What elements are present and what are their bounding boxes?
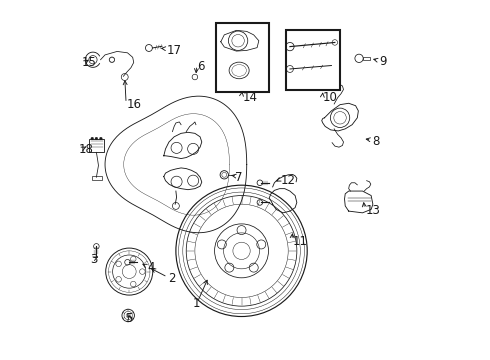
Text: 11: 11 <box>293 235 308 248</box>
Bar <box>287 30 340 90</box>
Text: 13: 13 <box>365 204 380 217</box>
Text: 18: 18 <box>78 143 93 156</box>
Text: 14: 14 <box>242 91 257 104</box>
Text: 15: 15 <box>82 56 97 69</box>
Text: 9: 9 <box>379 55 387 68</box>
Text: 17: 17 <box>166 44 181 57</box>
Text: 1: 1 <box>193 297 200 310</box>
Bar <box>89 139 104 152</box>
Text: 6: 6 <box>197 60 205 73</box>
Text: 7: 7 <box>235 171 243 184</box>
Bar <box>92 176 102 180</box>
Circle shape <box>99 137 102 140</box>
Text: 2: 2 <box>168 272 176 285</box>
Circle shape <box>91 137 94 140</box>
Text: 3: 3 <box>90 253 98 266</box>
Text: 10: 10 <box>323 91 338 104</box>
Text: 5: 5 <box>125 312 132 325</box>
Bar <box>216 23 269 92</box>
Text: 12: 12 <box>281 174 296 187</box>
Text: 4: 4 <box>147 261 155 274</box>
Text: 16: 16 <box>127 98 142 111</box>
Text: 8: 8 <box>372 135 380 148</box>
Bar <box>363 57 370 60</box>
Circle shape <box>95 137 98 140</box>
